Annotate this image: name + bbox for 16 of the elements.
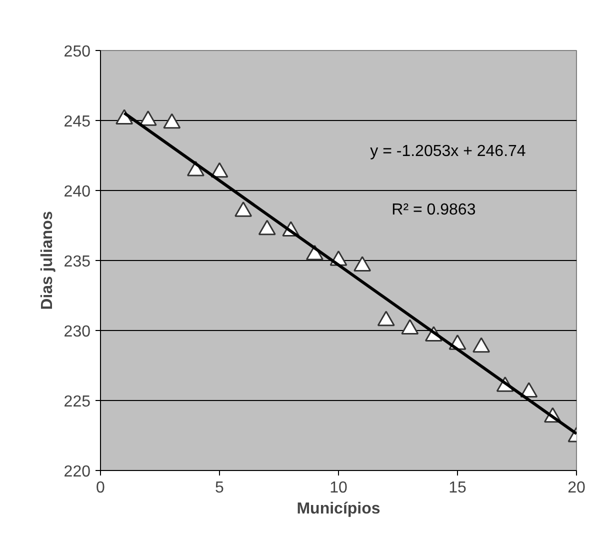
x-tick-label: 10 <box>330 480 348 496</box>
y-tick-label: 225 <box>64 394 91 410</box>
x-tick-label: 5 <box>215 480 224 496</box>
x-axis-title: Municípios <box>296 500 380 518</box>
x-tick-label: 15 <box>448 480 466 496</box>
y-tick-label: 250 <box>64 44 91 60</box>
y-tick-label: 220 <box>64 464 91 480</box>
y-tick-label: 245 <box>64 114 91 130</box>
x-tick-label: 20 <box>568 480 586 496</box>
y-tick-label: 230 <box>64 324 91 340</box>
x-tick-label: 0 <box>96 480 106 496</box>
y-tick-label: 235 <box>64 254 91 270</box>
y-tick-label: 240 <box>64 184 91 200</box>
annotation: R² = 0.9863 <box>392 202 476 219</box>
annotation: y = -1.2053x + 246.74 <box>370 142 526 160</box>
y-axis-title: Dias julianos <box>38 211 56 310</box>
